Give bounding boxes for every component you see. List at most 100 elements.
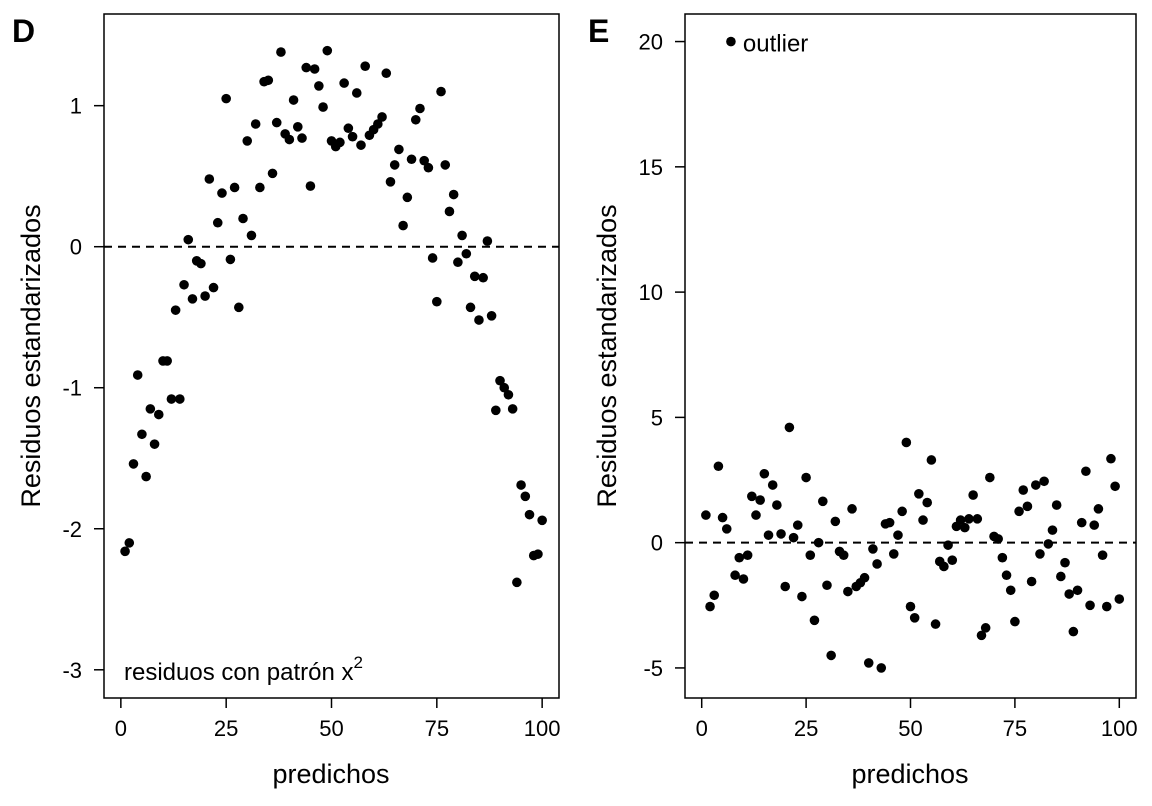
- panel-d-data-point: [124, 538, 135, 548]
- panel-e: E 0 25 50 75 100 -5 0 5 10 15 20 predichos Residu…: [588, 13, 1138, 789]
- panel-e-data-point: [1035, 549, 1045, 559]
- panel-e-data-point: [1056, 571, 1066, 582]
- panel-d-data-point: [520, 491, 531, 502]
- panel-e-data-point: [905, 601, 916, 612]
- panel-d-data-point: [297, 133, 307, 143]
- panel-d-data-point: [537, 515, 547, 526]
- panel-d-data-point: [183, 234, 194, 245]
- panel-d-data-point: [187, 294, 198, 304]
- panel-e-data-point: [1014, 506, 1024, 517]
- panel-e-data-point: [705, 601, 715, 612]
- panel-d-data-point: [453, 257, 463, 268]
- panel-e-data-point: [755, 495, 765, 505]
- panel-e-x-tick-label: 100: [1101, 716, 1138, 741]
- panel-d-data-point: [196, 258, 206, 269]
- panel-e-data-point: [1026, 576, 1037, 587]
- panel-e-data-point: [918, 515, 928, 525]
- panel-d-x-axis-title: predichos: [272, 759, 389, 789]
- panel-d-annotation-text: residuos con patrón x: [124, 659, 353, 686]
- panel-d-data-point: [263, 75, 274, 86]
- panel-e-data-point: [763, 530, 774, 540]
- panel-d-data-point: [170, 305, 181, 315]
- panel-d-data-point: [360, 61, 371, 71]
- panel-d-data-point: [474, 315, 484, 325]
- panel-e-x-tick-label: 25: [794, 716, 818, 741]
- panel-d-data-point: [162, 356, 172, 366]
- panel-d-data-point: [381, 68, 392, 79]
- panel-d-data-point: [153, 409, 164, 420]
- panel-d-data-point: [318, 102, 328, 112]
- panel-d-data-point: [175, 394, 185, 404]
- panel-e-data-point: [742, 550, 753, 560]
- panel-d-data-point: [394, 144, 404, 155]
- panel-d-data-point: [356, 140, 366, 150]
- panel-d-data-point: [314, 81, 324, 91]
- panel-e-data-point: [847, 504, 857, 514]
- panel-d-data-point: [149, 439, 160, 449]
- panel-d-data-point: [255, 182, 265, 193]
- panel-e-data-point: [805, 550, 816, 560]
- panel-d-y-tick-label: -1: [62, 376, 82, 401]
- panel-e-data-point: [1101, 601, 1112, 612]
- panel-e-data-point: [730, 570, 740, 581]
- panel-e-data-point: [1093, 504, 1104, 514]
- panel-e-data-point: [859, 572, 870, 583]
- panel-e-data-point: [826, 650, 836, 661]
- panel-e-data-point: [968, 490, 978, 500]
- panel-d-data-point: [524, 509, 535, 520]
- panel-d-letter: D: [12, 13, 35, 49]
- panel-d-data-point: [507, 404, 518, 414]
- panel-e-data-point: [1047, 525, 1058, 535]
- panel-d-data-point: [440, 160, 451, 170]
- panel-e-data-point: [797, 591, 807, 602]
- panel-e-data-point: [959, 522, 970, 533]
- panel-e-y-tick-label: 0: [651, 531, 663, 556]
- panel-e-data-point: [997, 552, 1008, 563]
- panel-d-data-point: [267, 168, 278, 179]
- panel-d-x-axis: 0 25 50 75 100: [115, 698, 561, 741]
- panel-e-data-point: [1085, 600, 1095, 611]
- panel-d-data-point: [132, 370, 143, 380]
- panel-d-annotation-superscript: 2: [353, 653, 362, 672]
- panel-e-data-point: [930, 619, 941, 629]
- panel-e-letter: E: [588, 13, 609, 49]
- panel-e-data-point: [772, 500, 782, 510]
- panel-e-data-point: [993, 534, 1003, 544]
- panel-e-data-point: [813, 537, 824, 548]
- panel-d-data-point: [402, 192, 413, 203]
- panel-d-data-point: [457, 230, 467, 241]
- panel-e-points: [701, 36, 1125, 673]
- panel-e-data-point: [751, 510, 761, 520]
- panel-d-data-point: [516, 480, 526, 490]
- panel-e-outlier-label: outlier: [743, 31, 808, 58]
- panel-d-data-point: [347, 131, 358, 142]
- panel-e-data-point: [701, 510, 711, 520]
- panel-e-data-point: [972, 514, 983, 524]
- panel-e-data-point: [868, 544, 878, 554]
- panel-e-data-point: [734, 552, 745, 563]
- panel-d-y-axis: -3 -2 -1 0 1: [62, 94, 104, 683]
- panel-e-data-point: [1106, 453, 1116, 464]
- panel-e-data-point: [1097, 550, 1108, 560]
- panel-e-data-point: [863, 658, 874, 668]
- panel-e-data-point: [914, 489, 924, 499]
- panel-e-data-point: [801, 472, 811, 483]
- panel-d-data-point: [389, 160, 400, 170]
- panel-e-data-point: [872, 559, 882, 569]
- panel-d-data-point: [250, 119, 261, 129]
- panel-e-x-tick-label: 0: [696, 716, 708, 741]
- panel-d-x-tick-label: 100: [524, 716, 561, 741]
- panel-e-data-point: [788, 532, 799, 543]
- panel-e-data-point: [1064, 589, 1074, 599]
- panel-d-x-tick-label: 0: [115, 716, 127, 741]
- panel-d-data-point: [208, 282, 219, 293]
- panel-e-data-point: [1022, 501, 1033, 512]
- panel-e-data-point: [985, 472, 995, 483]
- panel-d-data-point: [478, 272, 488, 283]
- panel-d-data-point: [137, 429, 147, 440]
- panel-e-x-axis: 0 25 50 75 100: [696, 698, 1138, 741]
- panel-e-x-axis-title: predichos: [851, 759, 968, 789]
- panel-d-data-point: [166, 394, 177, 404]
- panel-e-data-point: [897, 506, 907, 517]
